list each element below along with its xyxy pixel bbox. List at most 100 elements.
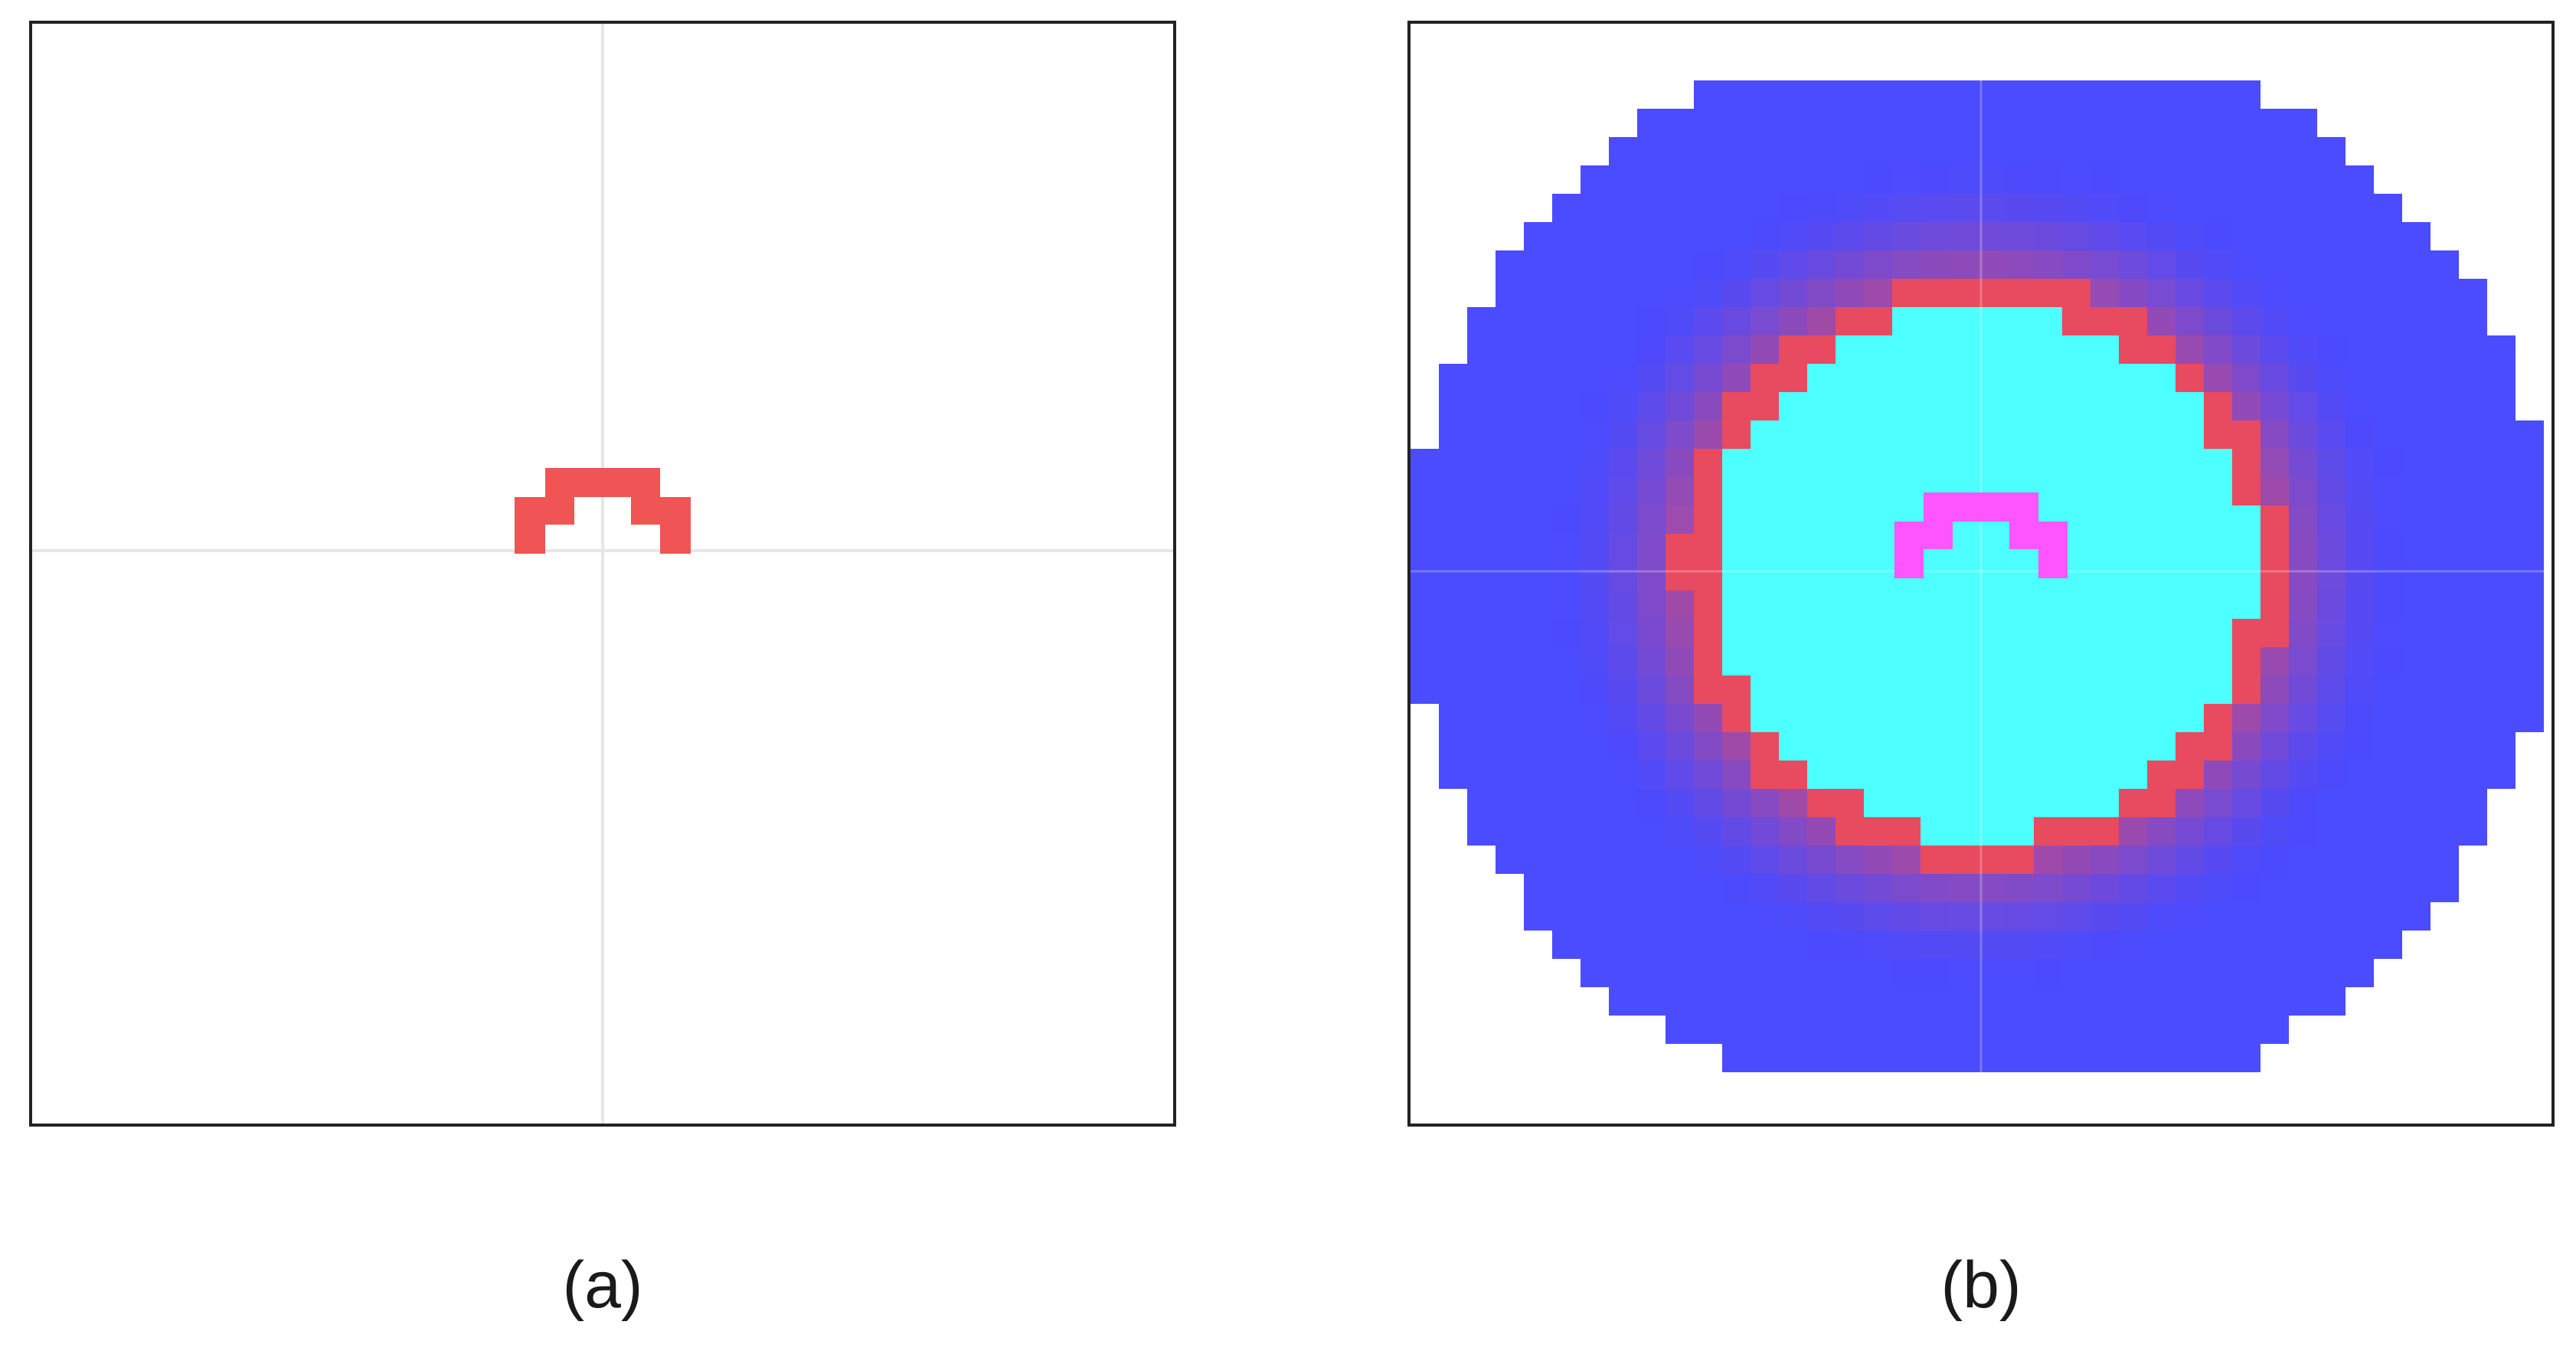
- disk-cell: [2204, 902, 2232, 931]
- disk-cell: [2346, 562, 2374, 590]
- marker-top: [1924, 492, 2038, 522]
- disk-cell: [2119, 137, 2147, 165]
- inner-cell: [1836, 364, 1864, 392]
- disk-cell: [2346, 420, 2374, 449]
- disk-cell: [1836, 902, 1864, 931]
- disk-cell: [2374, 590, 2402, 619]
- disk-cell: [1807, 1016, 1836, 1044]
- halo-cell: [2062, 959, 2091, 987]
- disk-cell: [1581, 477, 1609, 505]
- halo-cell: [1864, 250, 1892, 279]
- disk-cell: [1892, 931, 1921, 959]
- ring-cell: [1977, 279, 2006, 307]
- disk-cell: [2374, 789, 2402, 817]
- disk-cell: [2147, 250, 2176, 279]
- inner-cell: [2119, 420, 2147, 449]
- halo-cell: [1666, 335, 1694, 364]
- halo-cell: [1836, 250, 1864, 279]
- disk-cell: [1921, 250, 1949, 279]
- inner-cell: [1722, 562, 1751, 590]
- disk-cell: [2374, 392, 2402, 420]
- disk-cell: [2006, 80, 2034, 109]
- disk-cell: [2317, 562, 2346, 590]
- inner-cell: [1977, 364, 2006, 392]
- disk-cell: [1694, 392, 1722, 420]
- disk-cell: [1949, 1016, 1977, 1044]
- disk-cell: [2119, 1044, 2147, 1072]
- halo-cell: [1694, 392, 1722, 420]
- disk-cell: [1892, 109, 1921, 137]
- disk-cell: [2346, 704, 2374, 732]
- disk-cell: [1722, 194, 1751, 222]
- disk-cell: [2431, 846, 2459, 874]
- halo-cell: [2091, 931, 2119, 959]
- inner-cell: [1892, 364, 1921, 392]
- halo-cell: [2062, 874, 2091, 902]
- halo-cell: [1694, 307, 1722, 335]
- disk-cell: [1609, 647, 1637, 676]
- disk-cell: [1637, 562, 1666, 590]
- inner-cell: [2147, 562, 2176, 590]
- ring-cell: [1666, 534, 1694, 562]
- inner-cell: [1892, 619, 1921, 647]
- disk-cell: [2062, 165, 2091, 194]
- disk-cell: [2374, 505, 2402, 534]
- halo-cell: [2317, 420, 2346, 449]
- disk-cell: [1609, 590, 1637, 619]
- inner-cell: [1779, 392, 1807, 420]
- inner-cell: [2006, 307, 2034, 335]
- inner-cell: [1864, 505, 1892, 534]
- ring-cell: [2261, 619, 2289, 647]
- disk-cell: [1779, 1044, 1807, 1072]
- disk-cell: [1864, 902, 1892, 931]
- disk-cell: [2374, 817, 2402, 846]
- disk-cell: [1751, 222, 1779, 250]
- ring-cell: [2261, 562, 2289, 590]
- disk-cell: [2261, 987, 2289, 1016]
- halo-cell: [1609, 364, 1637, 392]
- disk-cell: [2431, 647, 2459, 676]
- disk-cell: [2176, 80, 2204, 109]
- ring-cell: [2034, 279, 2062, 307]
- halo-cell: [1807, 874, 1836, 902]
- disk-cell: [2289, 307, 2317, 335]
- halo-cell: [1921, 874, 1949, 902]
- disk-cell: [1751, 959, 1779, 987]
- disk-cell: [2487, 732, 2516, 761]
- disk-cell: [2006, 1016, 2034, 1044]
- disk-cell: [2034, 987, 2062, 1016]
- inner-cell: [2034, 335, 2062, 364]
- halo-cell: [2062, 846, 2091, 874]
- halo-cell: [2034, 194, 2062, 222]
- disk-cell: [2374, 619, 2402, 647]
- halo-cell: [1581, 590, 1609, 619]
- halo-cell: [2091, 279, 2119, 307]
- disk-cell: [2374, 222, 2402, 250]
- disk-cell: [1977, 250, 2006, 279]
- inner-cell: [1977, 590, 2006, 619]
- disk-cell: [2431, 364, 2459, 392]
- disk-cell: [2147, 307, 2176, 335]
- inner-cell: [2176, 590, 2204, 619]
- disk-cell: [1581, 279, 1609, 307]
- disk-cell: [2289, 194, 2317, 222]
- halo-cell: [1637, 676, 1666, 704]
- disk-cell: [2062, 137, 2091, 165]
- disk-cell: [2261, 449, 2289, 477]
- disk-cell: [1949, 874, 1977, 902]
- disk-cell: [2091, 874, 2119, 902]
- disk-cell: [1637, 931, 1666, 959]
- inner-cell: [2062, 647, 2091, 676]
- halo-cell: [1637, 732, 1666, 761]
- ring-cell: [1779, 364, 1807, 392]
- disk-cell: [2374, 449, 2402, 477]
- inner-cell: [2034, 619, 2062, 647]
- disk-cell: [1949, 1044, 1977, 1072]
- disk-cell: [1552, 420, 1581, 449]
- disk-cell: [1836, 846, 1864, 874]
- disk-cell: [1581, 562, 1609, 590]
- ring-cell: [1722, 392, 1751, 420]
- inner-cell: [1836, 449, 1864, 477]
- inner-cell: [1751, 477, 1779, 505]
- inner-cell: [2147, 619, 2176, 647]
